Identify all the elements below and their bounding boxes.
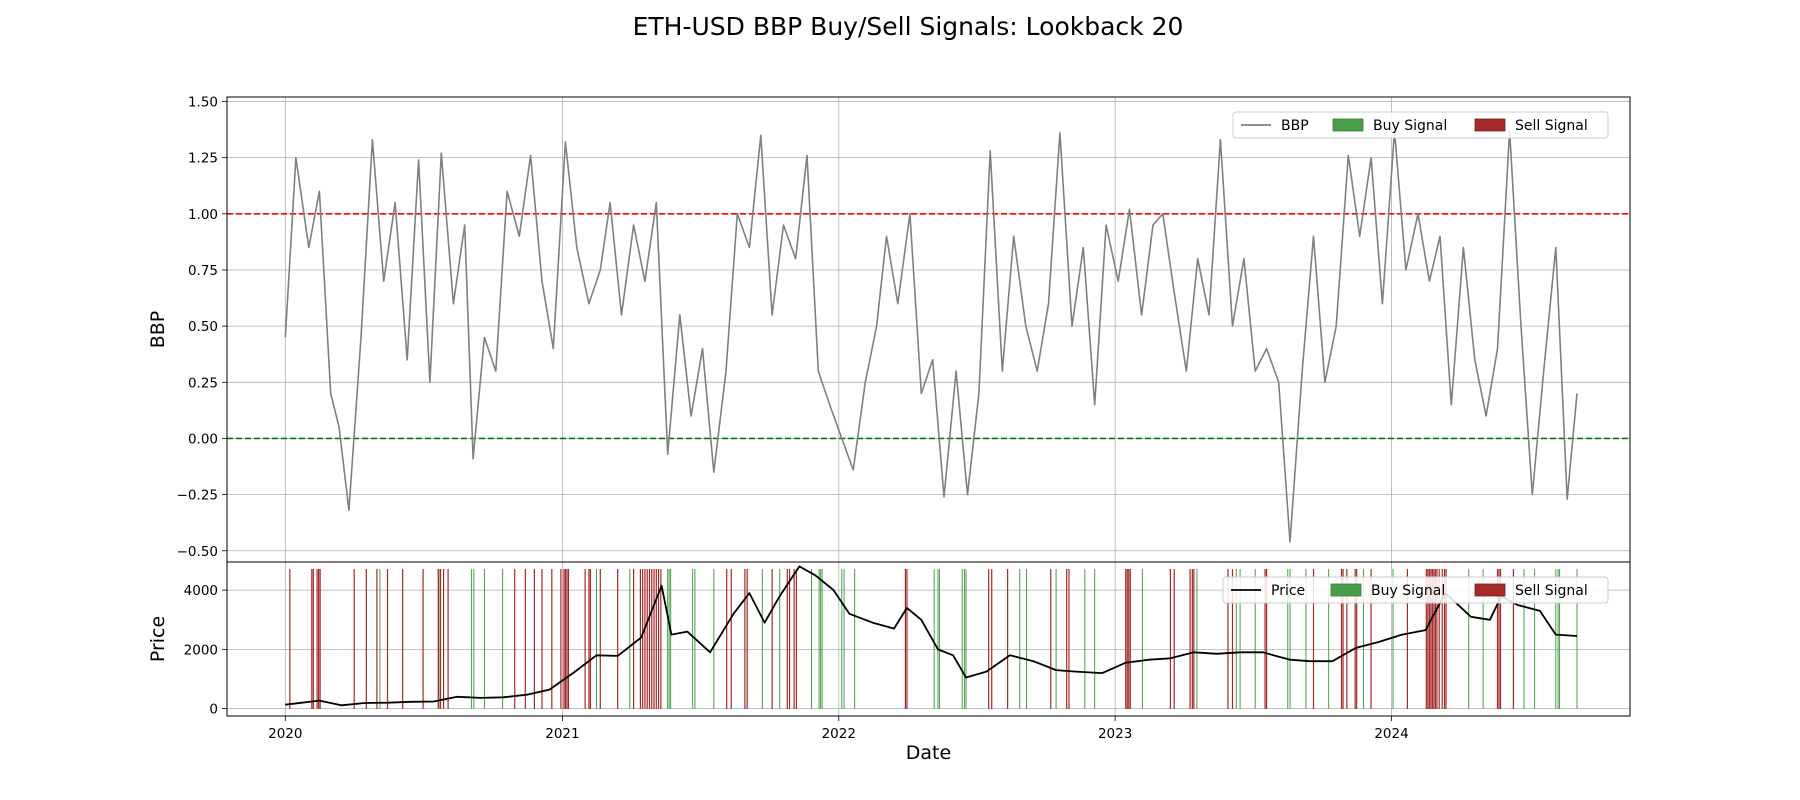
y-tick-label: 0.00 (188, 431, 218, 447)
y-tick-label: 4000 (184, 583, 218, 599)
bbp-series-line (284, 129, 1578, 543)
price-panel: 0 2000 4000 Price Price Buy Signal Sell Signal… (147, 561, 1631, 764)
chart-title: ETH-USD BBP Buy/Sell Signals: Lookback 2… (633, 12, 1184, 41)
legend-buy-swatch (1332, 118, 1364, 132)
legend-label: Buy Signal (1371, 583, 1445, 599)
y-tick-label: −0.50 (177, 544, 218, 560)
x-tick-label: 2024 (1374, 726, 1408, 742)
legend-sell-swatch (1474, 583, 1506, 597)
y-tick-label: 1.25 (188, 151, 218, 167)
x-axis-label: Date (906, 742, 951, 764)
legend-label: Sell Signal (1515, 583, 1588, 599)
y-tick-label: 0.75 (188, 263, 218, 279)
y-tick-label: 0 (209, 702, 218, 718)
legend-box (1222, 576, 1609, 604)
y-tick-label: 1.00 (188, 207, 218, 223)
axes-frame (226, 561, 1631, 717)
bbp-panel: 1.50 1.25 1.00 0.75 0.50 0.25 0.00 −0.25 −0.50 BB… (147, 94, 1631, 563)
price-series-line (285, 565, 1578, 707)
y-tick-label: 2000 (184, 642, 218, 658)
y-tick-label: 1.50 (188, 94, 218, 110)
y-tick-label: −0.25 (177, 488, 218, 504)
legend: BBP Buy Signal Sell Signal (1232, 111, 1609, 139)
y-tick-label: 0.50 (188, 319, 218, 335)
legend: Price Buy Signal Sell Signal (1222, 576, 1609, 604)
legend-label: BBP (1281, 118, 1309, 134)
axes-frame (226, 96, 1631, 563)
legend-label: Buy Signal (1373, 118, 1447, 134)
legend-label: Price (1271, 583, 1305, 599)
legend-sell-swatch (1474, 118, 1506, 132)
x-tick-label: 2021 (545, 726, 579, 742)
y-tick-label: 0.25 (188, 375, 218, 391)
y-axis-label: Price (147, 616, 169, 662)
x-tick-label: 2022 (822, 726, 856, 742)
legend-label: Sell Signal (1515, 118, 1588, 134)
legend-box (1232, 111, 1609, 139)
legend-buy-swatch (1330, 583, 1362, 597)
x-tick-label: 2020 (268, 726, 302, 742)
x-tick-label: 2023 (1098, 726, 1132, 742)
y-axis-label: BBP (147, 311, 169, 349)
